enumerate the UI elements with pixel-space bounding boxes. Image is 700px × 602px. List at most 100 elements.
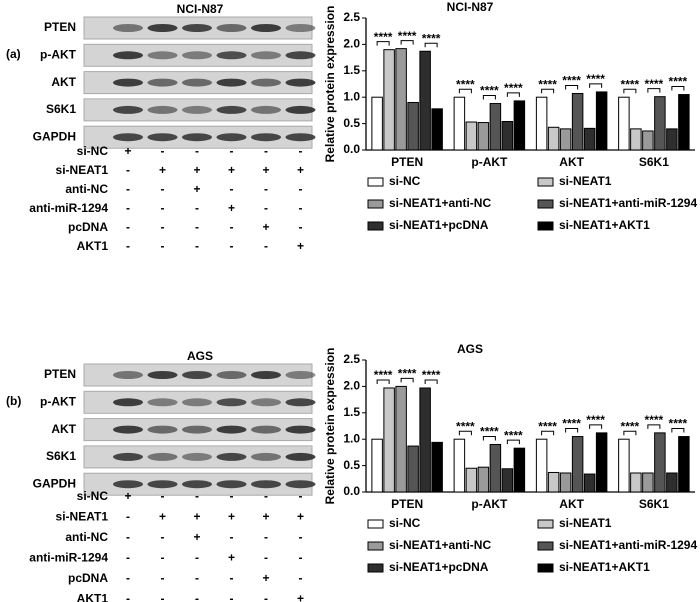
significance-label: **** [669, 75, 688, 89]
blot-band [285, 51, 316, 60]
bar [595, 91, 608, 151]
chart-title: NCI-N87 [447, 0, 494, 14]
blot-band [182, 480, 212, 489]
significance-label: **** [621, 419, 640, 433]
condition-sign: + [297, 163, 304, 177]
significance-label: **** [645, 413, 664, 427]
bar [642, 472, 654, 493]
significance-label: **** [422, 368, 441, 382]
bar [595, 432, 608, 493]
blot-band [147, 51, 178, 60]
blot-band [113, 51, 143, 60]
condition-label: si-NEAT1 [56, 163, 109, 177]
significance-bracket [671, 86, 685, 91]
condition-sign: - [126, 571, 130, 585]
condition-sign: - [195, 551, 199, 565]
legend-label: si-NEAT1+AKT1 [559, 218, 650, 232]
bar [395, 48, 407, 151]
condition-sign: - [264, 489, 268, 503]
condition-sign: - [299, 201, 303, 215]
legend-label: si-NEAT1+anti-miR-1294 [559, 196, 697, 210]
protein-label: GAPDH [33, 476, 76, 490]
blot-band [147, 78, 178, 87]
condition-sign: - [126, 163, 130, 177]
blot-band [251, 51, 281, 60]
condition-sign: - [264, 144, 268, 158]
condition-sign: - [126, 592, 130, 602]
bar [371, 96, 383, 151]
significance-bracket [565, 85, 579, 90]
significance-label: **** [398, 29, 417, 43]
blot-title: AGS [187, 349, 213, 363]
blot-band [251, 78, 281, 87]
blot-band [113, 452, 143, 461]
legend-label: si-NEAT1+pcDNA [389, 218, 489, 232]
condition-label: pcDNA [68, 220, 108, 234]
significance-bracket [647, 88, 661, 93]
significance-label: **** [562, 74, 581, 88]
blot-band [182, 425, 212, 434]
bar [678, 94, 690, 151]
condition-sign: - [161, 551, 165, 565]
significance-bracket [506, 92, 520, 97]
protein-label: AKT [51, 75, 76, 89]
legend-swatch [367, 519, 384, 529]
x-tick-label: AKT [559, 497, 584, 511]
legend-label: si-NEAT1+AKT1 [559, 560, 650, 574]
legend-label: si-NEAT1+pcDNA [389, 560, 489, 574]
chart-title: AGS [457, 342, 483, 356]
condition-sign: - [299, 220, 303, 234]
bar [559, 472, 572, 493]
legend-swatch [537, 199, 554, 209]
bar [583, 127, 596, 151]
condition-sign: - [264, 551, 268, 565]
condition-sign: - [195, 220, 199, 234]
condition-label: si-NC [77, 489, 109, 503]
legend-swatch [367, 177, 384, 187]
blot-band [182, 133, 212, 142]
condition-sign: - [299, 182, 303, 196]
significance-bracket [458, 430, 472, 436]
blot-band [147, 398, 178, 407]
condition-sign: - [161, 220, 165, 234]
significance-bracket [506, 439, 520, 445]
y-tick-label: 1.5 [343, 405, 360, 419]
x-tick-label: PTEN [391, 155, 423, 169]
blot-band [251, 398, 281, 407]
x-tick-label: AKT [559, 155, 584, 169]
blot-band [113, 398, 143, 407]
legend-swatch [537, 519, 554, 529]
condition-sign: - [195, 144, 199, 158]
legend-swatch [367, 563, 384, 573]
legend-swatch [537, 221, 554, 231]
x-tick-label: p-AKT [471, 155, 508, 169]
condition-sign: - [126, 220, 130, 234]
blot-band [216, 371, 247, 379]
significance-label: **** [645, 77, 664, 91]
bar [371, 438, 383, 493]
bar [431, 108, 443, 151]
protein-label: AKT [51, 422, 76, 436]
legend-swatch [537, 563, 554, 573]
blot-band [147, 105, 178, 114]
x-tick-label: S6K1 [639, 497, 669, 511]
bar [489, 103, 502, 151]
protein-label: S6K1 [46, 102, 76, 116]
significance-bracket [400, 40, 414, 45]
y-tick-label: 1.0 [343, 431, 360, 445]
blot-band [285, 105, 316, 114]
blot-band [285, 425, 316, 434]
blot-band [216, 398, 247, 407]
bar [559, 128, 572, 151]
blot-band [251, 24, 281, 32]
significance-label: **** [422, 31, 441, 45]
condition-label: si-NEAT1 [56, 510, 109, 524]
y-tick-label: 2.0 [343, 379, 360, 393]
condition-label: AKT1 [77, 239, 109, 253]
bar [477, 122, 490, 151]
y-tick-label: 0.5 [343, 458, 360, 472]
significance-bracket [458, 88, 472, 94]
significance-label: **** [398, 367, 417, 381]
panel-label: (b) [6, 394, 21, 408]
condition-sign: - [299, 144, 303, 158]
